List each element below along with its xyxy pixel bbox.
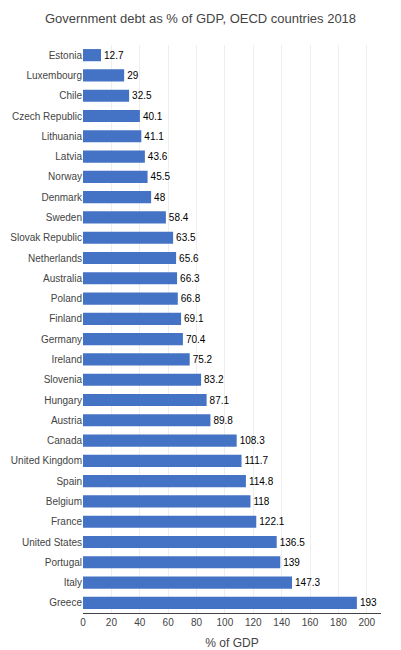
svg-text:58.4: 58.4 (169, 212, 189, 223)
svg-text:180: 180 (330, 617, 347, 628)
svg-text:65.6: 65.6 (179, 253, 199, 264)
svg-text:111.7: 111.7 (245, 455, 269, 466)
svg-text:0: 0 (80, 617, 86, 628)
svg-text:Chile: Chile (59, 90, 82, 101)
svg-text:66.8: 66.8 (181, 293, 201, 304)
svg-text:Lithuania: Lithuania (41, 131, 82, 142)
svg-text:Denmark: Denmark (41, 192, 83, 203)
svg-text:100: 100 (217, 617, 234, 628)
svg-text:Poland: Poland (51, 293, 82, 304)
svg-text:40: 40 (134, 617, 146, 628)
svg-text:80: 80 (191, 617, 203, 628)
svg-text:87.1: 87.1 (210, 395, 230, 406)
svg-text:Austria: Austria (51, 415, 83, 426)
svg-text:122.1: 122.1 (259, 516, 284, 527)
svg-text:Germany: Germany (41, 334, 82, 345)
svg-text:Greece: Greece (49, 597, 82, 608)
svg-text:200: 200 (358, 617, 375, 628)
svg-text:75.2: 75.2 (193, 354, 213, 365)
svg-text:% of GDP: % of GDP (205, 636, 258, 650)
svg-text:Norway: Norway (48, 171, 82, 182)
svg-text:89.8: 89.8 (213, 415, 233, 426)
svg-text:United States: United States (22, 537, 82, 548)
svg-text:Slovenia: Slovenia (44, 374, 83, 385)
svg-text:69.1: 69.1 (184, 313, 204, 324)
svg-text:43.6: 43.6 (148, 151, 168, 162)
svg-text:193: 193 (360, 597, 377, 608)
svg-text:40.1: 40.1 (143, 111, 163, 122)
svg-text:66.3: 66.3 (180, 273, 200, 284)
svg-text:45.5: 45.5 (151, 171, 171, 182)
svg-text:Sweden: Sweden (46, 212, 82, 223)
svg-text:Hungary: Hungary (44, 395, 82, 406)
svg-text:Czech Republic: Czech Republic (12, 111, 82, 122)
svg-text:147.3: 147.3 (295, 577, 320, 588)
svg-text:140: 140 (273, 617, 290, 628)
svg-text:Finland: Finland (49, 313, 82, 324)
svg-text:Slovak Republic: Slovak Republic (10, 232, 82, 243)
svg-text:108.3: 108.3 (240, 435, 265, 446)
svg-text:Canada: Canada (47, 435, 82, 446)
svg-text:Italy: Italy (64, 577, 82, 588)
svg-text:Government debt as % of GDP, O: Government debt as % of GDP, OECD countr… (45, 11, 356, 26)
svg-text:Luxembourg: Luxembourg (26, 70, 82, 81)
svg-text:118: 118 (253, 496, 269, 507)
svg-text:France: France (51, 516, 83, 527)
svg-text:160: 160 (302, 617, 319, 628)
svg-text:83.2: 83.2 (204, 374, 224, 385)
svg-text:60: 60 (163, 617, 175, 628)
svg-text:Australia: Australia (43, 273, 82, 284)
svg-text:139: 139 (283, 557, 300, 568)
svg-text:Spain: Spain (56, 476, 82, 487)
svg-text:20: 20 (106, 617, 118, 628)
svg-text:29: 29 (127, 70, 139, 81)
svg-text:48: 48 (154, 192, 166, 203)
svg-text:120: 120 (245, 617, 262, 628)
svg-text:32.5: 32.5 (132, 90, 152, 101)
svg-text:63.5: 63.5 (176, 232, 196, 243)
svg-text:41.1: 41.1 (144, 131, 164, 142)
svg-text:114.8: 114.8 (249, 476, 274, 487)
svg-text:United Kingdom: United Kingdom (11, 455, 82, 466)
svg-text:Portugal: Portugal (45, 557, 82, 568)
svg-text:Belgium: Belgium (46, 496, 82, 507)
svg-text:136.5: 136.5 (280, 537, 305, 548)
svg-text:70.4: 70.4 (186, 334, 206, 345)
svg-text:Latvia: Latvia (55, 151, 82, 162)
svg-text:12.7: 12.7 (104, 50, 124, 61)
svg-text:Ireland: Ireland (51, 354, 82, 365)
svg-text:Netherlands: Netherlands (28, 253, 82, 264)
svg-text:Estonia: Estonia (49, 50, 83, 61)
